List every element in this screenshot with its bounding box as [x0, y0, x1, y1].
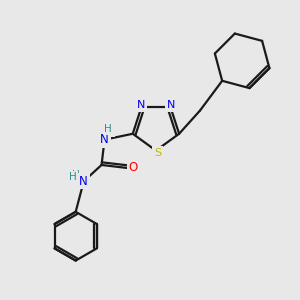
Text: H: H [69, 172, 77, 182]
Text: H: H [106, 125, 114, 135]
Text: H: H [104, 124, 112, 134]
Text: N: N [100, 133, 109, 146]
Text: N: N [167, 100, 175, 110]
Text: S: S [154, 148, 161, 158]
Text: N: N [79, 175, 88, 188]
Text: O: O [129, 161, 138, 174]
Text: H: H [71, 170, 79, 180]
Text: N: N [137, 100, 145, 110]
